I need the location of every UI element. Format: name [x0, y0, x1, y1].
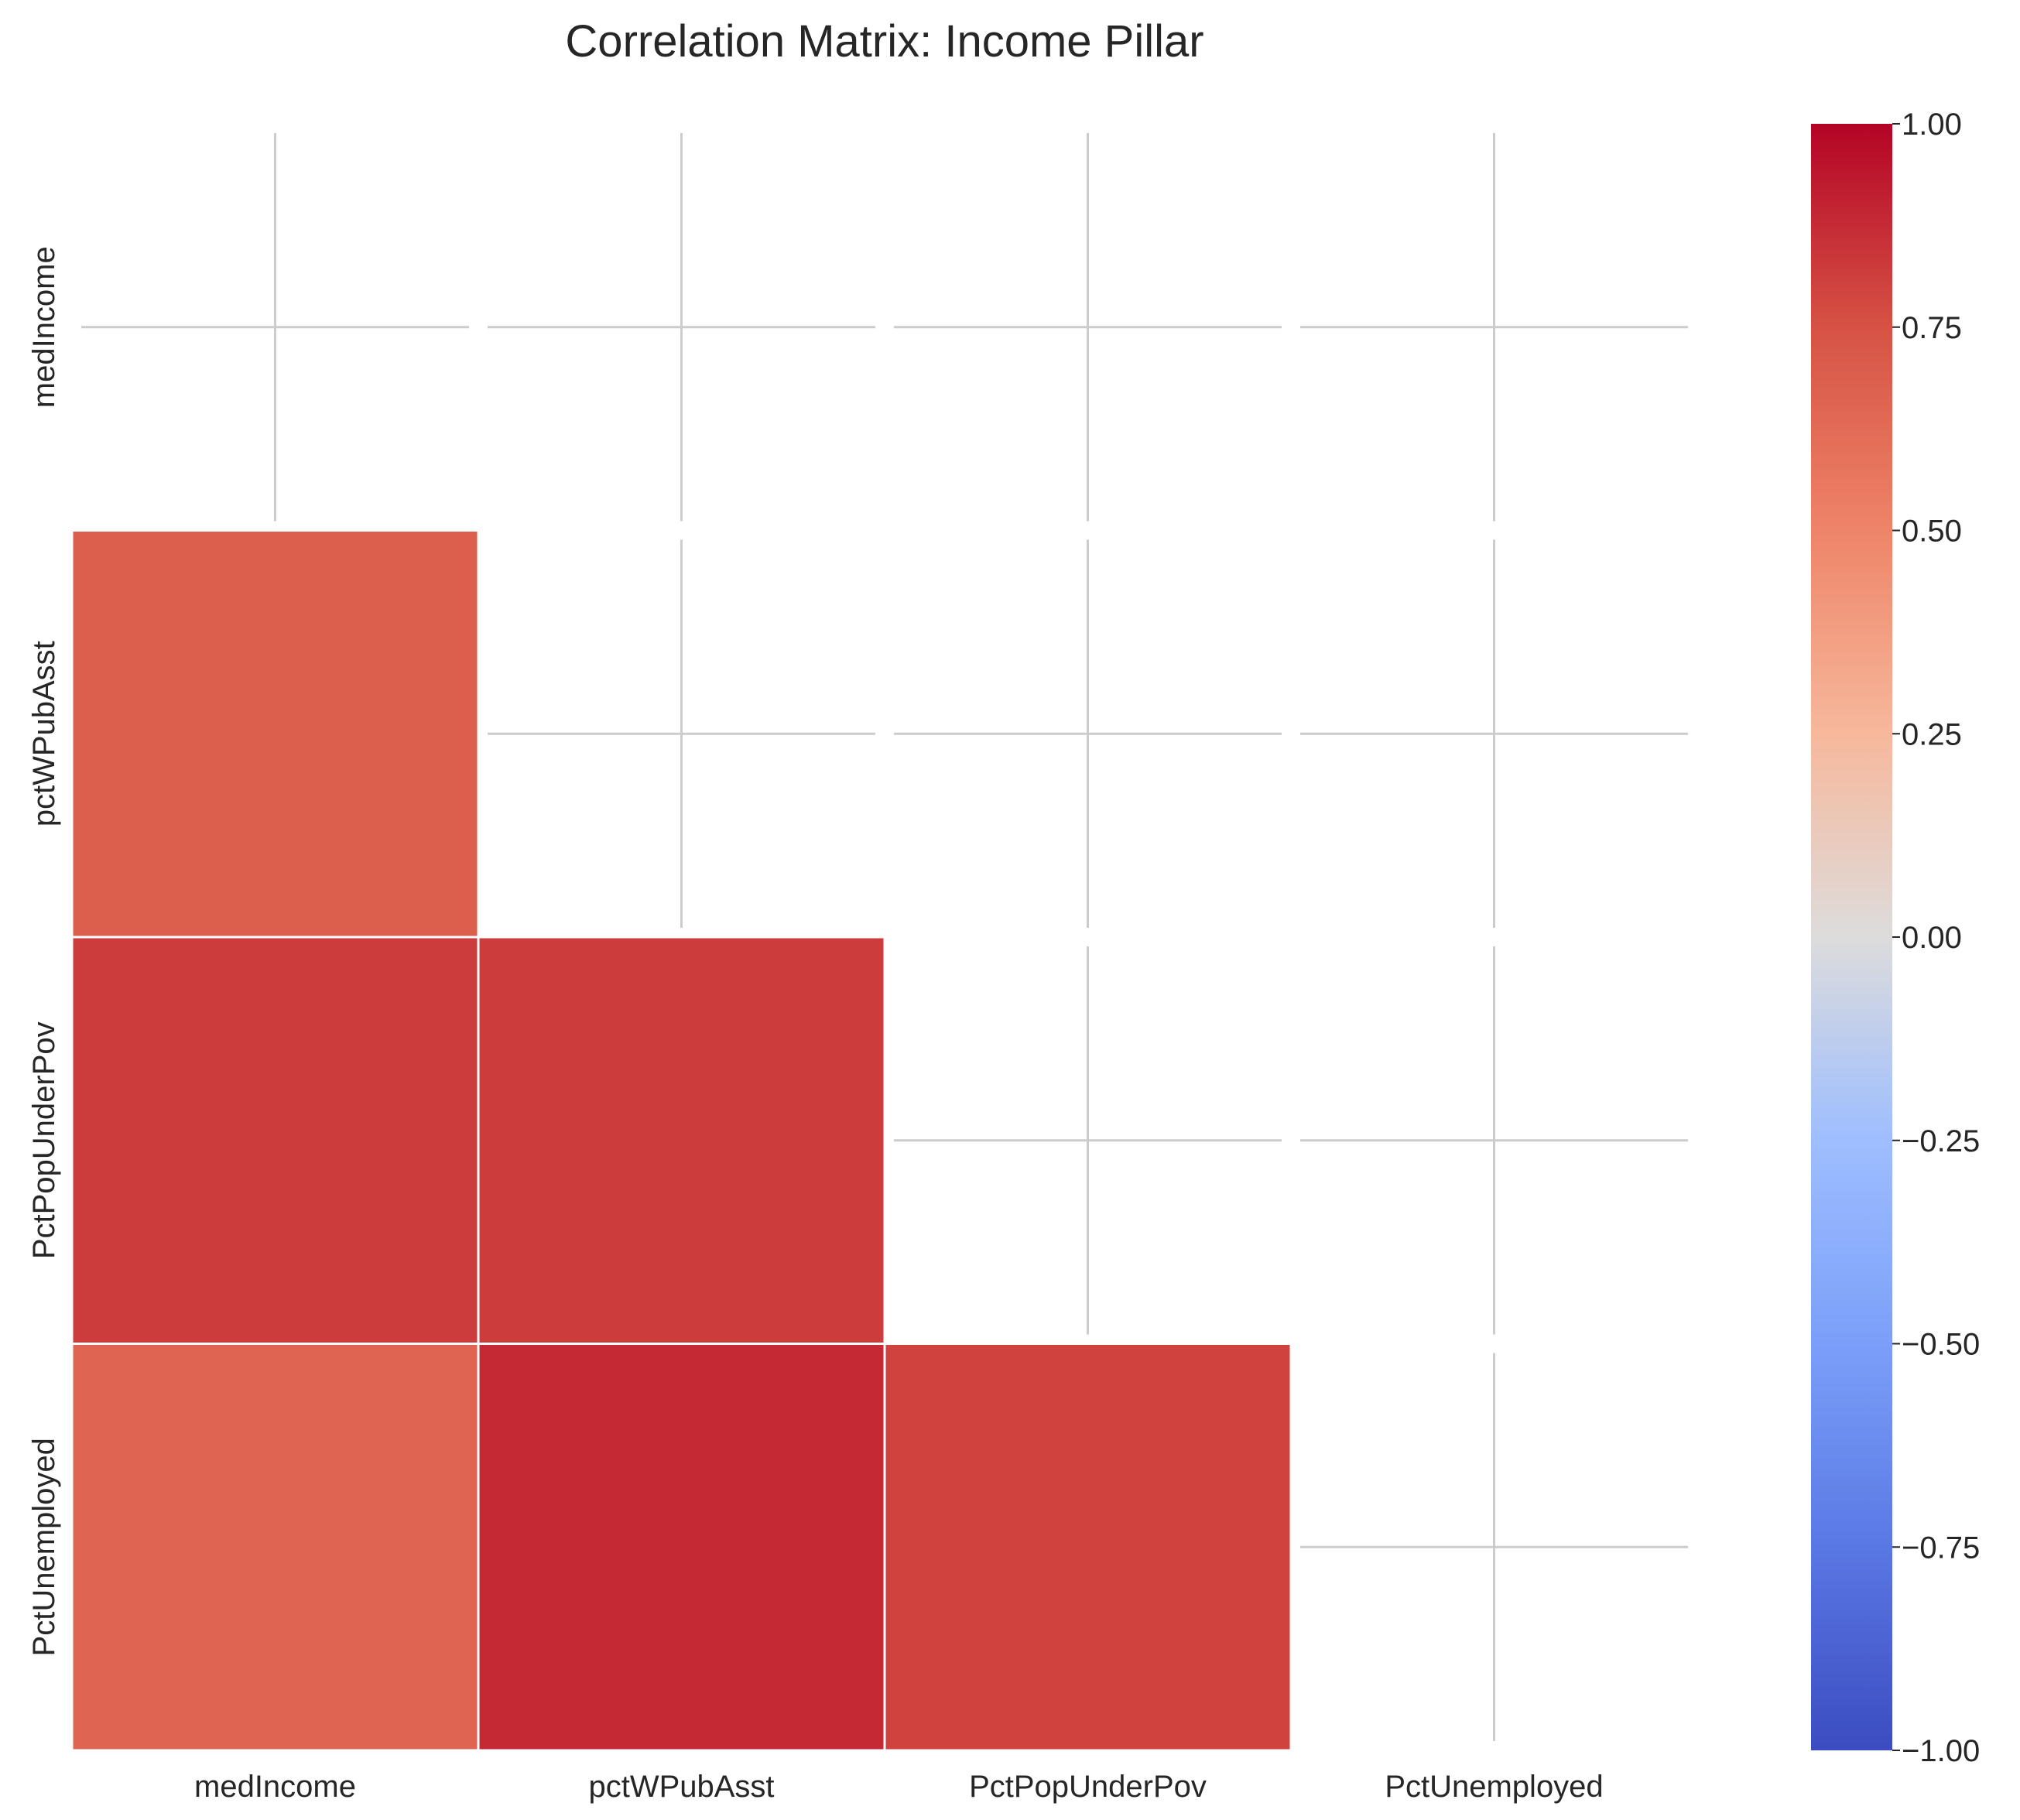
colorbar-tick-label: −0.50 — [1902, 1328, 1980, 1362]
colorbar-tick-label: −1.00 — [1902, 1734, 1980, 1768]
colorbar-tick-label: −0.75 — [1902, 1531, 1980, 1565]
x-tick-label: PctUnemployed — [1385, 1770, 1603, 1804]
x-tick-label: medIncome — [194, 1770, 356, 1804]
colorbar-tick-label: 0.75 — [1902, 311, 1962, 345]
x-tick-label: pctWPubAsst — [588, 1770, 774, 1804]
colorbar-tick-label: −0.25 — [1902, 1124, 1980, 1158]
y-tick-label: PctUnemployed — [27, 1438, 61, 1656]
heatmap-cell — [70, 936, 480, 1345]
heatmap-cell — [477, 936, 886, 1345]
heatmap-cell — [70, 529, 480, 939]
y-tick-label: PctPopUnderPov — [27, 1021, 61, 1259]
y-tick-labels: medIncome pctWPubAsst PctPopUnderPov PctUne… — [27, 246, 61, 1656]
x-tick-labels: medIncome pctWPubAsst PctPopUnderPov PctUne… — [194, 1770, 1604, 1804]
chart-title: Correlation Matrix: Income Pillar — [565, 16, 1203, 67]
colorbar-ticks: 1.00 0.75 0.50 0.25 0.00 −0.25 −0.50 −0.75 −1.00 — [1892, 108, 1980, 1768]
heatmap-cell — [70, 1343, 480, 1752]
colorbar-tick-label: 0.00 — [1902, 921, 1962, 955]
colorbar-tick-label: 1.00 — [1902, 108, 1962, 142]
colorbar — [1811, 124, 1892, 1750]
heatmap-cell — [477, 1343, 886, 1752]
y-tick-label: pctWPubAsst — [27, 641, 61, 826]
x-tick-label: PctPopUnderPov — [969, 1770, 1207, 1804]
y-tick-label: medIncome — [27, 246, 61, 408]
heatmap-cells — [70, 529, 1292, 1752]
colorbar-tick-label: 0.25 — [1902, 717, 1962, 751]
heatmap-cell — [883, 1343, 1292, 1752]
colorbar-tick-label: 0.50 — [1902, 515, 1962, 549]
